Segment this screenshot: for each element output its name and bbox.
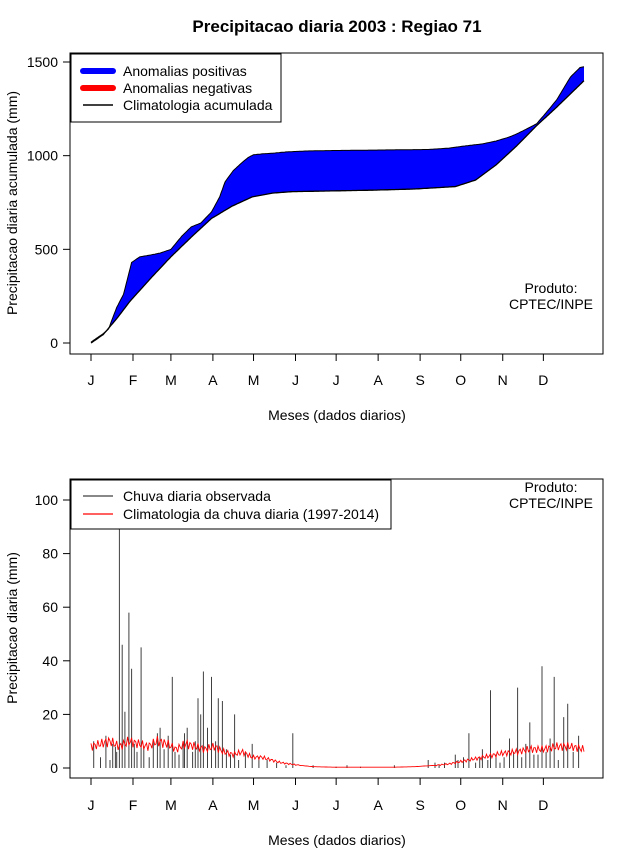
x-tick-label: A <box>208 797 218 813</box>
y-tick-label: 0 <box>50 335 58 351</box>
x-tick-label: J <box>333 372 340 388</box>
x-tick-label: N <box>498 372 508 388</box>
x-tick-label: F <box>129 372 138 388</box>
x-tick-label: J <box>292 372 299 388</box>
y-axis: 0 500 1000 1500 <box>27 54 71 351</box>
y-tick-label: 1000 <box>27 148 58 164</box>
legend-label-negative: Anomalias negativas <box>123 80 252 96</box>
y-tick-label: 0 <box>50 760 58 776</box>
credit-line-1: Produto: <box>525 479 578 495</box>
page-title: Precipitacao diaria 2003 : Regiao 71 <box>192 17 481 36</box>
x-tick-label: A <box>373 797 383 813</box>
daily-chart: 0 20 40 60 80 100 J F M A M J J A S O N D Precipitacao d… <box>4 478 604 848</box>
x-tick-label: J <box>88 797 95 813</box>
x-tick-label: A <box>208 372 218 388</box>
x-tick-label: D <box>538 797 548 813</box>
x-tick-label: O <box>455 797 466 813</box>
y-tick-label: 40 <box>42 653 58 669</box>
x-tick-label: J <box>292 797 299 813</box>
legend-box <box>70 479 392 530</box>
x-tick-label: J <box>88 372 95 388</box>
x-tick-label: O <box>455 372 466 388</box>
x-tick-label: M <box>248 372 260 388</box>
y-axis-label: Precipitacao diaria (mm) <box>4 552 20 704</box>
legend-label-positive: Anomalias positivas <box>123 63 247 79</box>
observed-daily-spikes <box>93 521 580 768</box>
legend-label-climatology: Climatologia acumulada <box>123 97 273 113</box>
x-axis-label: Meses (dados diarios) <box>268 832 406 848</box>
x-tick-label: N <box>498 797 508 813</box>
x-tick-label: M <box>165 372 177 388</box>
y-tick-label: 60 <box>42 599 58 615</box>
y-tick-label: 100 <box>35 492 59 508</box>
observed-accumulated-line <box>90 66 585 343</box>
x-tick-label: J <box>333 797 340 813</box>
legend: Chuva diaria observada Climatologia da c… <box>70 479 392 530</box>
x-tick-label: S <box>415 372 424 388</box>
x-tick-label: F <box>129 797 138 813</box>
legend-label-observed: Chuva diaria observada <box>123 488 271 504</box>
climatology-accumulated-line <box>90 80 585 344</box>
x-tick-label: A <box>373 372 383 388</box>
credit-line-2: CPTEC/INPE <box>509 495 593 511</box>
x-tick-label: S <box>415 797 424 813</box>
y-tick-label: 80 <box>42 546 58 562</box>
x-tick-label: D <box>538 372 548 388</box>
climatology-daily-line <box>90 736 585 768</box>
y-axis: 0 20 40 60 80 100 <box>35 492 71 776</box>
y-tick-label: 500 <box>35 241 59 257</box>
legend-label-climatology: Climatologia da chuva diaria (1997-2014) <box>123 506 379 522</box>
y-axis-label: Precipitacao diaria acumulada (mm) <box>4 91 20 315</box>
x-tick-label: M <box>248 797 260 813</box>
x-axis-label: Meses (dados diarios) <box>268 407 406 423</box>
y-tick-label: 20 <box>42 706 58 722</box>
credit-line-2: CPTEC/INPE <box>509 296 593 312</box>
y-tick-label: 1500 <box>27 54 58 70</box>
legend: Anomalias positivas Anomalias negativas … <box>70 53 282 123</box>
credit-line-1: Produto: <box>525 280 578 296</box>
x-tick-label: M <box>165 797 177 813</box>
accumulated-chart: 0 500 1000 1500 J F M A M J J A S O N D Precipitacao d… <box>4 52 604 423</box>
